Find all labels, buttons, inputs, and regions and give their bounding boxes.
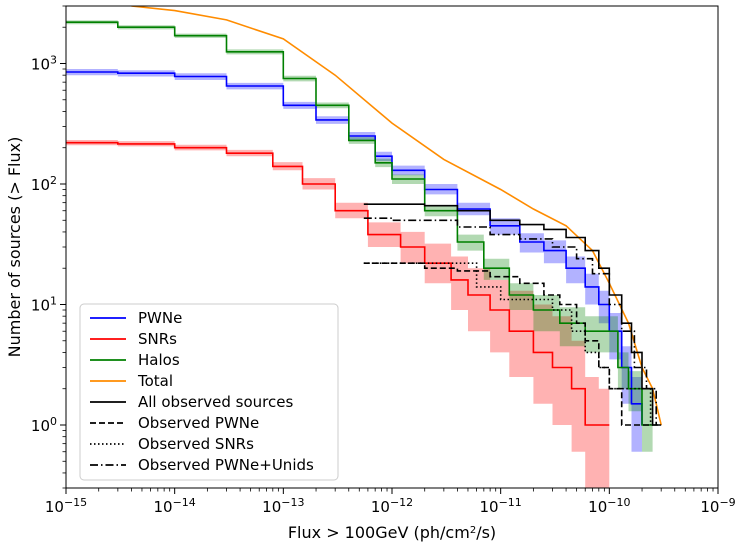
x-axis-label-sup: 2 bbox=[470, 525, 476, 536]
band-snrs bbox=[66, 140, 610, 488]
y-tick-label: 101 bbox=[31, 294, 57, 315]
series-observed-pwne bbox=[363, 262, 658, 426]
legend-label-snrs: SNRs bbox=[138, 330, 177, 348]
x-tick-label: 10−11 bbox=[480, 496, 522, 517]
legend-label-all-observed-sources: All observed sources bbox=[138, 393, 293, 411]
x-axis-label-tail: /s) bbox=[476, 523, 496, 542]
legend-label-observed-snrs: Observed SNRs bbox=[138, 435, 254, 453]
x-tick-label: 10−10 bbox=[588, 496, 630, 517]
series-total bbox=[131, 6, 662, 426]
legend: PWNe SNRs Halos Total All observed sources Ob… bbox=[79, 303, 339, 481]
legend-label-pwne: PWNe bbox=[138, 309, 182, 327]
legend-frame bbox=[79, 303, 339, 481]
x-axis-label: Flux > 100GeV (ph/cm2/s) bbox=[288, 523, 496, 542]
x-tick-label: 10−15 bbox=[45, 496, 87, 517]
y-axis-label: Number of sources (> Flux) bbox=[5, 137, 24, 358]
series-observed-pwne-unids bbox=[363, 217, 657, 425]
y-tick-label: 102 bbox=[31, 173, 57, 194]
y-tick-label: 100 bbox=[31, 414, 57, 435]
series-observed-snrs bbox=[363, 262, 652, 425]
legend-label-observed-pwne-unids: Observed PWNe+Unids bbox=[138, 456, 314, 474]
x-axis-label-main: Flux > 100GeV (ph/cm bbox=[288, 523, 470, 542]
legend-label-total: Total bbox=[137, 372, 173, 390]
x-tick-label: 10−13 bbox=[262, 496, 304, 517]
legend-label-halos: Halos bbox=[138, 351, 180, 369]
y-tick-label: 103 bbox=[31, 53, 57, 74]
x-tick-label: 10−9 bbox=[700, 496, 735, 517]
x-tick-label: 10−14 bbox=[154, 496, 196, 517]
legend-label-observed-pwne: Observed PWNe bbox=[138, 414, 259, 432]
x-tick-label: 10−12 bbox=[371, 496, 413, 517]
